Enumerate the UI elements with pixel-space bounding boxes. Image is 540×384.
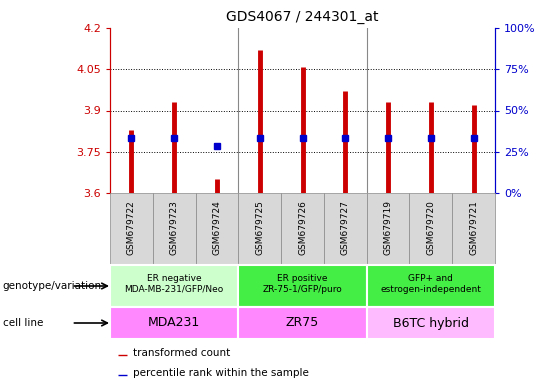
Text: GFP+ and
estrogen-independent: GFP+ and estrogen-independent (380, 274, 481, 294)
Bar (238, 193, 281, 265)
Text: ER positive
ZR-75-1/GFP/puro: ER positive ZR-75-1/GFP/puro (262, 274, 342, 294)
Bar (238, 307, 367, 339)
Text: GSM679727: GSM679727 (341, 200, 350, 255)
Bar (324, 193, 367, 265)
Text: GSM679723: GSM679723 (170, 200, 179, 255)
Text: GSM679722: GSM679722 (127, 200, 136, 255)
Bar (238, 265, 367, 307)
Text: ZR75: ZR75 (286, 316, 319, 329)
Title: GDS4067 / 244301_at: GDS4067 / 244301_at (226, 10, 379, 24)
Text: GSM679720: GSM679720 (427, 200, 435, 255)
Bar (153, 193, 195, 265)
Bar (110, 265, 238, 307)
Bar (452, 193, 495, 265)
Bar (110, 193, 153, 265)
Text: ER negative
MDA-MB-231/GFP/Neo: ER negative MDA-MB-231/GFP/Neo (125, 274, 224, 294)
Bar (281, 193, 324, 265)
Text: B6TC hybrid: B6TC hybrid (393, 316, 469, 329)
Text: GSM679724: GSM679724 (212, 200, 221, 255)
Text: MDA231: MDA231 (148, 316, 200, 329)
Text: cell line: cell line (3, 318, 43, 328)
Text: genotype/variation: genotype/variation (3, 281, 102, 291)
Bar (195, 193, 238, 265)
Bar (110, 307, 238, 339)
Text: GSM679726: GSM679726 (298, 200, 307, 255)
Bar (367, 193, 409, 265)
Bar (409, 193, 452, 265)
Text: GSM679719: GSM679719 (383, 200, 393, 255)
Text: transformed count: transformed count (133, 348, 231, 358)
Bar (367, 307, 495, 339)
Text: GSM679721: GSM679721 (469, 200, 478, 255)
Text: GSM679725: GSM679725 (255, 200, 264, 255)
Text: percentile rank within the sample: percentile rank within the sample (133, 368, 309, 378)
Bar (367, 265, 495, 307)
